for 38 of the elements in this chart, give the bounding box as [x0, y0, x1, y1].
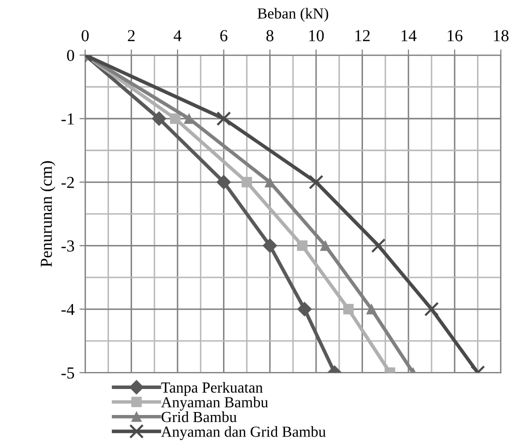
- y-tick-label: -5: [61, 368, 74, 379]
- point: [216, 174, 231, 190]
- legend-label: Anyaman dan Grid Bambu: [161, 426, 326, 440]
- point: [308, 174, 324, 190]
- point: [152, 111, 166, 126]
- y-tick-label: -4: [61, 304, 74, 315]
- y-axis-title: Penurunan (cm): [40, 161, 56, 267]
- x-tick-label: 2: [128, 30, 135, 42]
- y-tick-label: -1: [61, 113, 74, 124]
- x-tick-label: 16: [448, 30, 462, 42]
- point: [424, 302, 439, 316]
- point: [366, 304, 377, 314]
- y-tick-label: -3: [61, 240, 74, 252]
- point: [184, 113, 194, 124]
- legend-label: Grid Bambu: [162, 411, 237, 422]
- point: [371, 238, 386, 253]
- y-tick-label: -2: [61, 176, 74, 188]
- point: [264, 176, 276, 188]
- x-tick-label: 14: [402, 30, 417, 42]
- legend-label: Anyaman Bambu: [161, 396, 268, 411]
- y-tick-label: 0: [67, 50, 74, 62]
- point: [343, 304, 354, 314]
- point: [216, 111, 232, 126]
- point: [320, 240, 331, 251]
- point: [262, 238, 278, 253]
- point: [242, 176, 252, 188]
- x-tick-label: 4: [174, 30, 182, 42]
- point: [297, 302, 312, 316]
- x-tick-label: 18: [494, 30, 509, 42]
- x-axis-title: Beban (kN): [258, 8, 328, 22]
- legend-label: Tanpa Perkuatan: [161, 382, 263, 396]
- point: [170, 113, 180, 124]
- x-tick-label: 0: [82, 30, 89, 42]
- x-tick-label: 8: [266, 30, 274, 42]
- x-tick-label: 6: [220, 30, 228, 42]
- x-tick-label: 12: [355, 30, 370, 42]
- point: [297, 240, 308, 251]
- x-tick-label: 10: [309, 30, 324, 42]
